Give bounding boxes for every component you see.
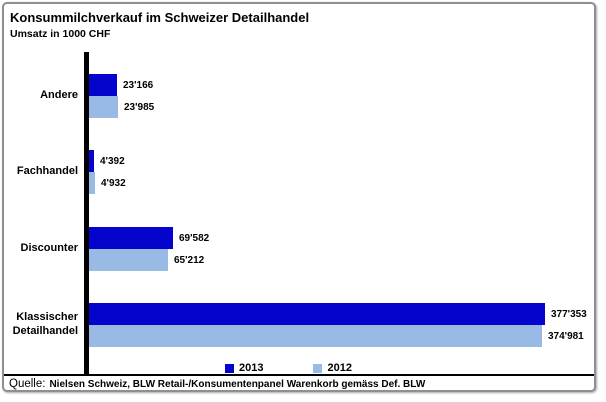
bar-2012: [89, 249, 168, 271]
category-row: Klassischer Detailhandel 377'353 374'981: [4, 303, 594, 347]
category-label: Klassischer Detailhandel: [12, 311, 78, 337]
legend-label: 2012: [327, 362, 352, 374]
category-label: Discounter: [20, 242, 78, 255]
bar-value-label: 377'353: [551, 308, 587, 320]
chart-legend: 2013 2012: [225, 362, 352, 374]
source-text: Nielsen Schweiz, BLW Retail-/Konsumenten…: [49, 379, 426, 390]
category-label: Fachhandel: [16, 165, 78, 178]
source-line: Quelle: Nielsen Schweiz, BLW Retail-/Kon…: [9, 378, 425, 390]
bar-2013: [89, 303, 545, 325]
category-row: Discounter 69'582 65'212: [4, 227, 594, 271]
bar-value-label: 4'932: [101, 177, 126, 189]
legend-label: 2013: [239, 362, 264, 374]
legend-swatch-icon: [313, 363, 323, 373]
footer-divider-line: [4, 374, 594, 376]
category-label: Andere: [40, 89, 78, 102]
bar-2013: [89, 227, 173, 249]
chart-subtitle: Umsatz in 1000 CHF: [10, 28, 111, 40]
bar-value-label: 374'981: [548, 330, 584, 342]
category-row: Fachhandel 4'392 4'932: [4, 150, 594, 194]
legend-item-2012: 2012: [313, 362, 352, 374]
bar-value-label: 23'985: [124, 101, 155, 113]
bar-2013: [89, 74, 117, 96]
bar-value-label: 65'212: [174, 254, 205, 266]
bar-chart-plot-area: Andere 23'166 23'985 Fachhandel 4'392 4'932 Di…: [4, 4, 594, 390]
bar-2012: [89, 325, 542, 347]
bar-value-label: 69'582: [179, 232, 210, 244]
bar-value-label: 4'392: [100, 155, 125, 167]
legend-swatch-icon: [225, 363, 234, 373]
y-axis-line: [84, 52, 89, 374]
chart-title: Konsummilchverkauf im Schweizer Detailha…: [10, 10, 310, 25]
bar-2013: [89, 150, 94, 172]
chart-card: Konsummilchverkauf im Schweizer Detailha…: [2, 2, 596, 392]
bar-2012: [89, 96, 118, 118]
category-row: Andere 23'166 23'985: [4, 74, 594, 118]
bar-value-label: 23'166: [123, 79, 154, 91]
legend-item-2013: 2013: [225, 362, 263, 374]
bar-2012: [89, 172, 95, 194]
source-label: Quelle:: [9, 378, 46, 390]
